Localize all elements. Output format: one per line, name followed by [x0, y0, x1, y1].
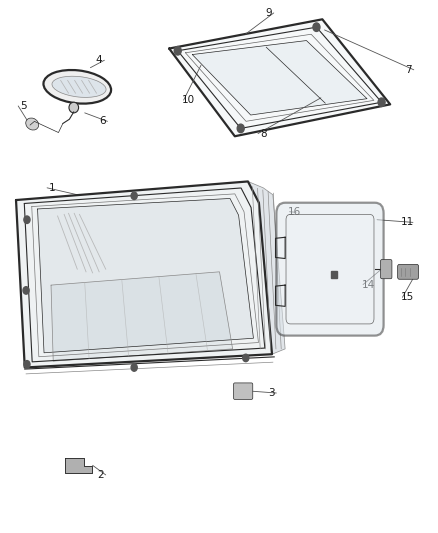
Ellipse shape — [43, 70, 111, 103]
FancyBboxPatch shape — [397, 264, 418, 279]
Text: 5: 5 — [20, 101, 27, 111]
Polygon shape — [38, 198, 253, 353]
Ellipse shape — [69, 102, 78, 113]
Text: 4: 4 — [95, 55, 102, 65]
Circle shape — [377, 98, 384, 107]
Circle shape — [174, 46, 181, 55]
Text: 3: 3 — [267, 388, 274, 398]
Text: 2: 2 — [97, 470, 103, 480]
Circle shape — [131, 192, 137, 199]
Polygon shape — [16, 181, 272, 368]
Ellipse shape — [52, 76, 106, 98]
Text: 15: 15 — [400, 292, 413, 302]
Text: 16: 16 — [287, 207, 301, 217]
Polygon shape — [247, 181, 285, 354]
FancyBboxPatch shape — [380, 260, 391, 279]
FancyBboxPatch shape — [276, 203, 383, 336]
Text: 6: 6 — [99, 116, 105, 126]
Text: 9: 9 — [265, 8, 271, 18]
Polygon shape — [51, 272, 232, 361]
Text: 11: 11 — [400, 217, 413, 228]
Text: 8: 8 — [259, 128, 266, 139]
Circle shape — [131, 364, 137, 371]
Polygon shape — [169, 19, 389, 136]
Circle shape — [23, 287, 29, 294]
Text: 1: 1 — [49, 183, 56, 193]
Circle shape — [24, 216, 30, 223]
Circle shape — [24, 361, 30, 368]
Text: 7: 7 — [404, 65, 411, 75]
Ellipse shape — [26, 118, 39, 130]
Circle shape — [237, 124, 244, 133]
Text: 10: 10 — [182, 95, 195, 105]
Polygon shape — [65, 458, 92, 473]
Polygon shape — [192, 41, 366, 115]
FancyBboxPatch shape — [233, 383, 252, 399]
Circle shape — [242, 354, 248, 362]
Circle shape — [312, 23, 319, 31]
Text: 14: 14 — [361, 280, 374, 289]
